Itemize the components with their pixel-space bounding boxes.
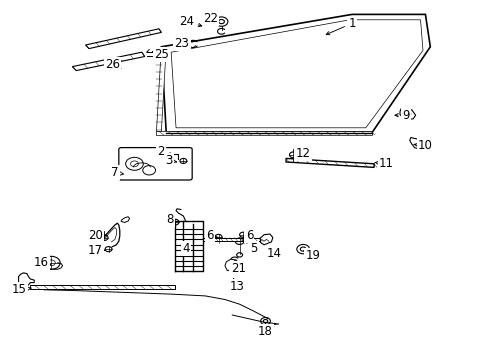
Circle shape — [130, 161, 138, 167]
Text: 26: 26 — [105, 58, 121, 71]
Text: 11: 11 — [374, 157, 393, 170]
Text: 25: 25 — [152, 48, 168, 61]
Circle shape — [105, 247, 112, 252]
Polygon shape — [30, 285, 175, 289]
Text: 9: 9 — [394, 109, 409, 122]
Polygon shape — [72, 52, 144, 71]
Text: 8: 8 — [166, 213, 175, 226]
Text: 15: 15 — [12, 283, 31, 296]
Circle shape — [47, 260, 55, 266]
Circle shape — [180, 158, 186, 163]
Text: 4: 4 — [182, 242, 189, 255]
Circle shape — [42, 256, 60, 269]
Text: 18: 18 — [258, 323, 272, 338]
Circle shape — [263, 320, 267, 323]
Circle shape — [239, 232, 246, 237]
Circle shape — [215, 17, 227, 26]
Circle shape — [289, 152, 297, 158]
Text: 6: 6 — [206, 229, 218, 242]
Circle shape — [236, 253, 242, 257]
Circle shape — [403, 112, 410, 117]
Text: 17: 17 — [88, 244, 104, 257]
Polygon shape — [161, 14, 429, 133]
Circle shape — [296, 244, 309, 254]
Polygon shape — [19, 273, 34, 285]
Text: 13: 13 — [229, 278, 244, 293]
Text: 23: 23 — [174, 37, 189, 50]
Polygon shape — [399, 109, 415, 120]
Text: 5: 5 — [242, 240, 258, 255]
FancyBboxPatch shape — [119, 148, 192, 180]
Text: 3: 3 — [164, 154, 176, 167]
Text: 14: 14 — [266, 247, 281, 260]
Text: 19: 19 — [304, 249, 320, 262]
Text: 16: 16 — [34, 256, 50, 269]
Circle shape — [142, 166, 155, 175]
Text: 20: 20 — [88, 229, 104, 242]
Text: 6: 6 — [243, 229, 253, 242]
Circle shape — [125, 157, 143, 170]
Circle shape — [171, 219, 179, 225]
Polygon shape — [409, 138, 426, 149]
Circle shape — [215, 234, 222, 239]
Polygon shape — [156, 131, 371, 135]
Text: 22: 22 — [203, 12, 217, 24]
Polygon shape — [156, 47, 166, 131]
Text: 10: 10 — [413, 139, 432, 152]
Circle shape — [100, 235, 108, 240]
Polygon shape — [285, 158, 373, 167]
Polygon shape — [260, 234, 272, 245]
Circle shape — [300, 247, 305, 251]
Text: 21: 21 — [230, 260, 245, 275]
Text: 2: 2 — [157, 145, 172, 158]
Polygon shape — [203, 238, 264, 241]
Text: 7: 7 — [111, 166, 123, 179]
Text: 12: 12 — [294, 147, 310, 159]
Text: 24: 24 — [179, 15, 202, 28]
Text: 1: 1 — [325, 17, 355, 35]
Circle shape — [235, 238, 244, 244]
Circle shape — [260, 318, 270, 325]
Circle shape — [218, 19, 224, 24]
Polygon shape — [224, 259, 238, 271]
Polygon shape — [85, 29, 161, 49]
